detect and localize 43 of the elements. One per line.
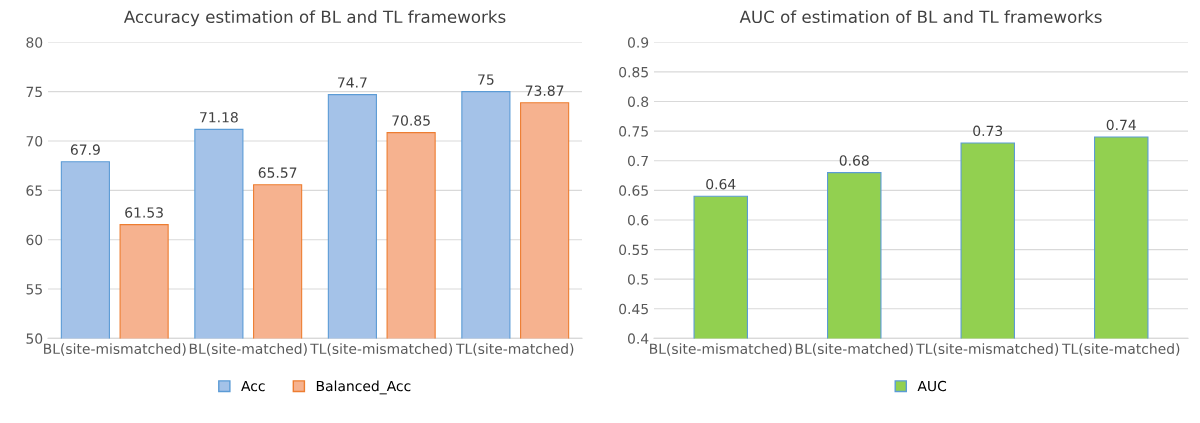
y-tick-label: 0.4 (627, 333, 649, 344)
y-tick-label: 0.8 (627, 96, 649, 107)
data-label: 75 (478, 74, 494, 85)
data-label: 61.53 (125, 207, 163, 218)
legend-label: Balanced_Acc (316, 380, 411, 395)
x-tick-label: BL(site-matched) (189, 343, 307, 356)
data-label: 67.9 (70, 144, 100, 155)
data-label: 0.64 (706, 178, 736, 190)
y-tick-label: 0.6 (627, 214, 649, 226)
data-label: 65.57 (258, 167, 297, 178)
y-tick-label: 80 (26, 37, 43, 48)
y-tick-label: 55 (26, 284, 42, 295)
chart-title: Accuracy estimation of BL and TL frameworks (123, 10, 506, 27)
x-tick-label: BL(site-matched) (795, 343, 913, 356)
y-tick-label: 0.45 (619, 303, 648, 315)
y-tick-label: 50 (26, 333, 43, 344)
y-tick-label: 70 (26, 135, 43, 147)
chart-title: AUC of estimation of BL and TL frameworks (739, 10, 1102, 24)
y-tick-label: 0.75 (619, 126, 648, 137)
y-tick-label: 0.7 (627, 155, 648, 167)
data-label: 0.74 (1106, 119, 1136, 131)
y-tick-label: 75 (26, 86, 42, 98)
x-tick-label: TL(site-matched) (1061, 343, 1180, 356)
x-tick-label: BL(site-mismatched) (650, 343, 792, 356)
data-label: 0.68 (839, 155, 869, 166)
data-label: 71.18 (200, 111, 238, 123)
x-tick-label: TL(site-mismatched) (916, 343, 1059, 356)
data-label: 74.7 (338, 77, 367, 88)
x-tick-label: TL(site-mismatched) (310, 343, 453, 356)
data-label: 73.87 (525, 85, 564, 96)
x-tick-label: BL(site-mismatched) (44, 343, 186, 356)
y-tick-label: 0.5 (627, 274, 648, 285)
y-tick-label: 0.65 (619, 185, 648, 196)
legend-label: Acc (241, 380, 265, 392)
y-tick-label: 0.55 (619, 244, 648, 256)
y-tick-label: 0.85 (619, 66, 648, 78)
y-tick-label: 65 (26, 185, 42, 196)
y-tick-label: 0.9 (627, 37, 649, 48)
legend-label: AUC (917, 380, 947, 392)
y-tick-label: 60 (26, 234, 43, 246)
data-label: 70.85 (392, 115, 430, 126)
x-tick-label: TL(site-matched) (455, 343, 574, 356)
data-label: 0.73 (973, 125, 1003, 137)
